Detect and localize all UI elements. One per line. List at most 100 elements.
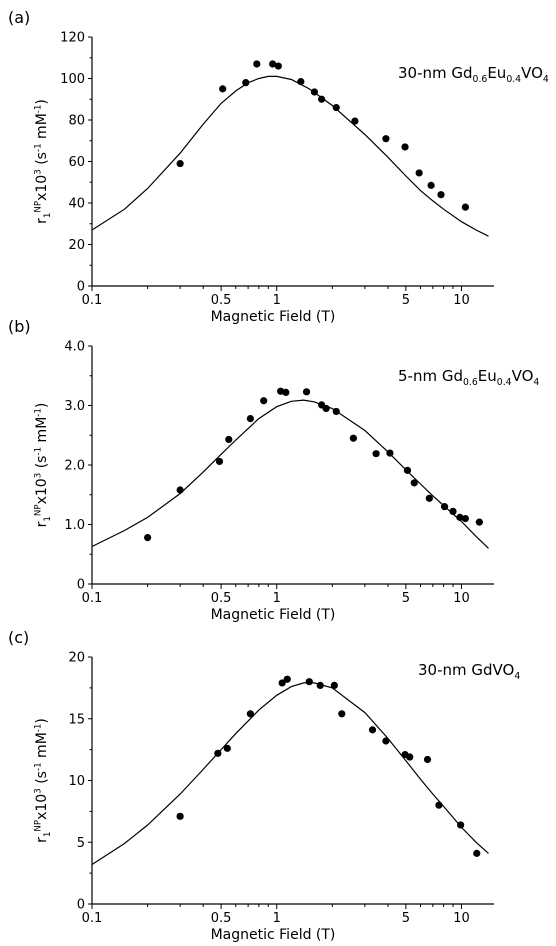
data-point bbox=[382, 135, 389, 142]
data-point bbox=[338, 710, 345, 717]
data-point bbox=[225, 436, 232, 443]
data-point bbox=[462, 204, 469, 211]
data-point bbox=[284, 676, 291, 683]
x-tick-label: 0.5 bbox=[211, 591, 232, 606]
data-point bbox=[386, 450, 393, 457]
data-point bbox=[216, 458, 223, 465]
x-tick-label: 0.5 bbox=[211, 293, 232, 308]
data-point bbox=[333, 104, 340, 111]
data-point bbox=[426, 495, 433, 502]
data-point bbox=[462, 515, 469, 522]
x-tick-label: 10 bbox=[453, 911, 470, 926]
x-tick-label: 0.1 bbox=[82, 911, 103, 926]
data-point bbox=[435, 802, 442, 809]
x-tick-label: 10 bbox=[453, 293, 470, 308]
data-point bbox=[473, 850, 480, 857]
y-axis-label: r1NPx103 (s-1 mM-1) bbox=[34, 403, 53, 528]
data-point bbox=[282, 389, 289, 396]
data-point bbox=[214, 750, 221, 757]
chart-title: 5-nm Gd0.6Eu0.4VO4 bbox=[398, 367, 539, 388]
y-tick-label: 15 bbox=[68, 712, 85, 727]
panel-label: (a) bbox=[8, 8, 30, 27]
x-axis-label: Magnetic Field (T) bbox=[211, 607, 336, 623]
data-point bbox=[275, 62, 282, 69]
data-point bbox=[317, 682, 324, 689]
data-point bbox=[297, 78, 304, 85]
x-tick-label: 0.1 bbox=[82, 591, 103, 606]
x-tick-label: 0.1 bbox=[82, 293, 103, 308]
data-point bbox=[441, 503, 448, 510]
y-tick-label: 80 bbox=[68, 114, 85, 129]
x-axis-label: Magnetic Field (T) bbox=[211, 927, 336, 943]
y-tick-label: 20 bbox=[68, 651, 85, 666]
y-tick-label: 4.0 bbox=[64, 340, 85, 355]
x-tick-label: 1 bbox=[273, 591, 281, 606]
y-tick-label: 120 bbox=[60, 31, 85, 46]
data-point bbox=[242, 79, 249, 86]
data-point bbox=[247, 710, 254, 717]
chart-title: 30-nm Gd0.6Eu0.4VO4 bbox=[398, 64, 549, 85]
y-axis-label: r1NPx103 (s-1 mM-1) bbox=[34, 718, 53, 843]
data-point bbox=[401, 143, 408, 150]
y-tick-label: 2.0 bbox=[64, 459, 85, 474]
data-point bbox=[318, 96, 325, 103]
y-axis-label: r1NPx103 (s-1 mM-1) bbox=[34, 99, 53, 224]
data-point bbox=[177, 486, 184, 493]
y-tick-label: 3.0 bbox=[64, 399, 85, 414]
x-tick-label: 10 bbox=[453, 591, 470, 606]
data-point bbox=[372, 450, 379, 457]
y-tick-label: 5 bbox=[77, 836, 85, 851]
data-point bbox=[311, 88, 318, 95]
data-point bbox=[476, 519, 483, 526]
data-point bbox=[177, 160, 184, 167]
x-tick-label: 0.5 bbox=[211, 911, 232, 926]
data-point bbox=[219, 85, 226, 92]
x-tick-label: 5 bbox=[402, 911, 410, 926]
data-point bbox=[424, 756, 431, 763]
y-tick-label: 40 bbox=[68, 197, 85, 212]
data-point bbox=[406, 753, 413, 760]
data-point bbox=[457, 821, 464, 828]
fit-curve bbox=[92, 683, 489, 865]
data-point bbox=[322, 405, 329, 412]
data-point bbox=[437, 191, 444, 198]
data-point bbox=[247, 415, 254, 422]
data-point bbox=[331, 682, 338, 689]
y-tick-label: 10 bbox=[68, 774, 85, 789]
x-tick-label: 5 bbox=[402, 591, 410, 606]
panel-label: (c) bbox=[8, 628, 29, 647]
data-point bbox=[416, 169, 423, 176]
data-point bbox=[260, 397, 267, 404]
data-point bbox=[369, 726, 376, 733]
y-tick-label: 60 bbox=[68, 155, 85, 170]
data-point bbox=[404, 467, 411, 474]
data-point bbox=[382, 737, 389, 744]
y-tick-label: 100 bbox=[60, 72, 85, 87]
data-point bbox=[303, 388, 310, 395]
panel-label: (b) bbox=[8, 317, 31, 336]
x-tick-label: 1 bbox=[273, 911, 281, 926]
panel-a: (a) 0 20 40 60 80 100 120 0.1 0.5 1 5 10 Magnetic Fie… bbox=[8, 8, 549, 325]
panel-b: (b) 0 1.0 2.0 3.0 4.0 0.1 0.5 1 5 10 Magnetic Field… bbox=[8, 317, 539, 623]
data-point bbox=[177, 813, 184, 820]
chart-title: 30-nm GdVO4 bbox=[418, 661, 520, 682]
data-point bbox=[253, 60, 260, 67]
fit-curve bbox=[92, 400, 489, 548]
data-point bbox=[350, 435, 357, 442]
data-point bbox=[144, 534, 151, 541]
data-point bbox=[351, 117, 358, 124]
data-point bbox=[306, 678, 313, 685]
data-point bbox=[411, 479, 418, 486]
x-tick-label: 5 bbox=[402, 293, 410, 308]
y-tick-label: 20 bbox=[68, 238, 85, 253]
data-point bbox=[428, 182, 435, 189]
x-axis-label: Magnetic Field (T) bbox=[211, 309, 336, 325]
fit-curve bbox=[92, 76, 489, 236]
data-point bbox=[333, 408, 340, 415]
y-tick-label: 1.0 bbox=[64, 518, 85, 533]
x-tick-label: 1 bbox=[273, 293, 281, 308]
data-point bbox=[224, 745, 231, 752]
data-point bbox=[449, 508, 456, 515]
